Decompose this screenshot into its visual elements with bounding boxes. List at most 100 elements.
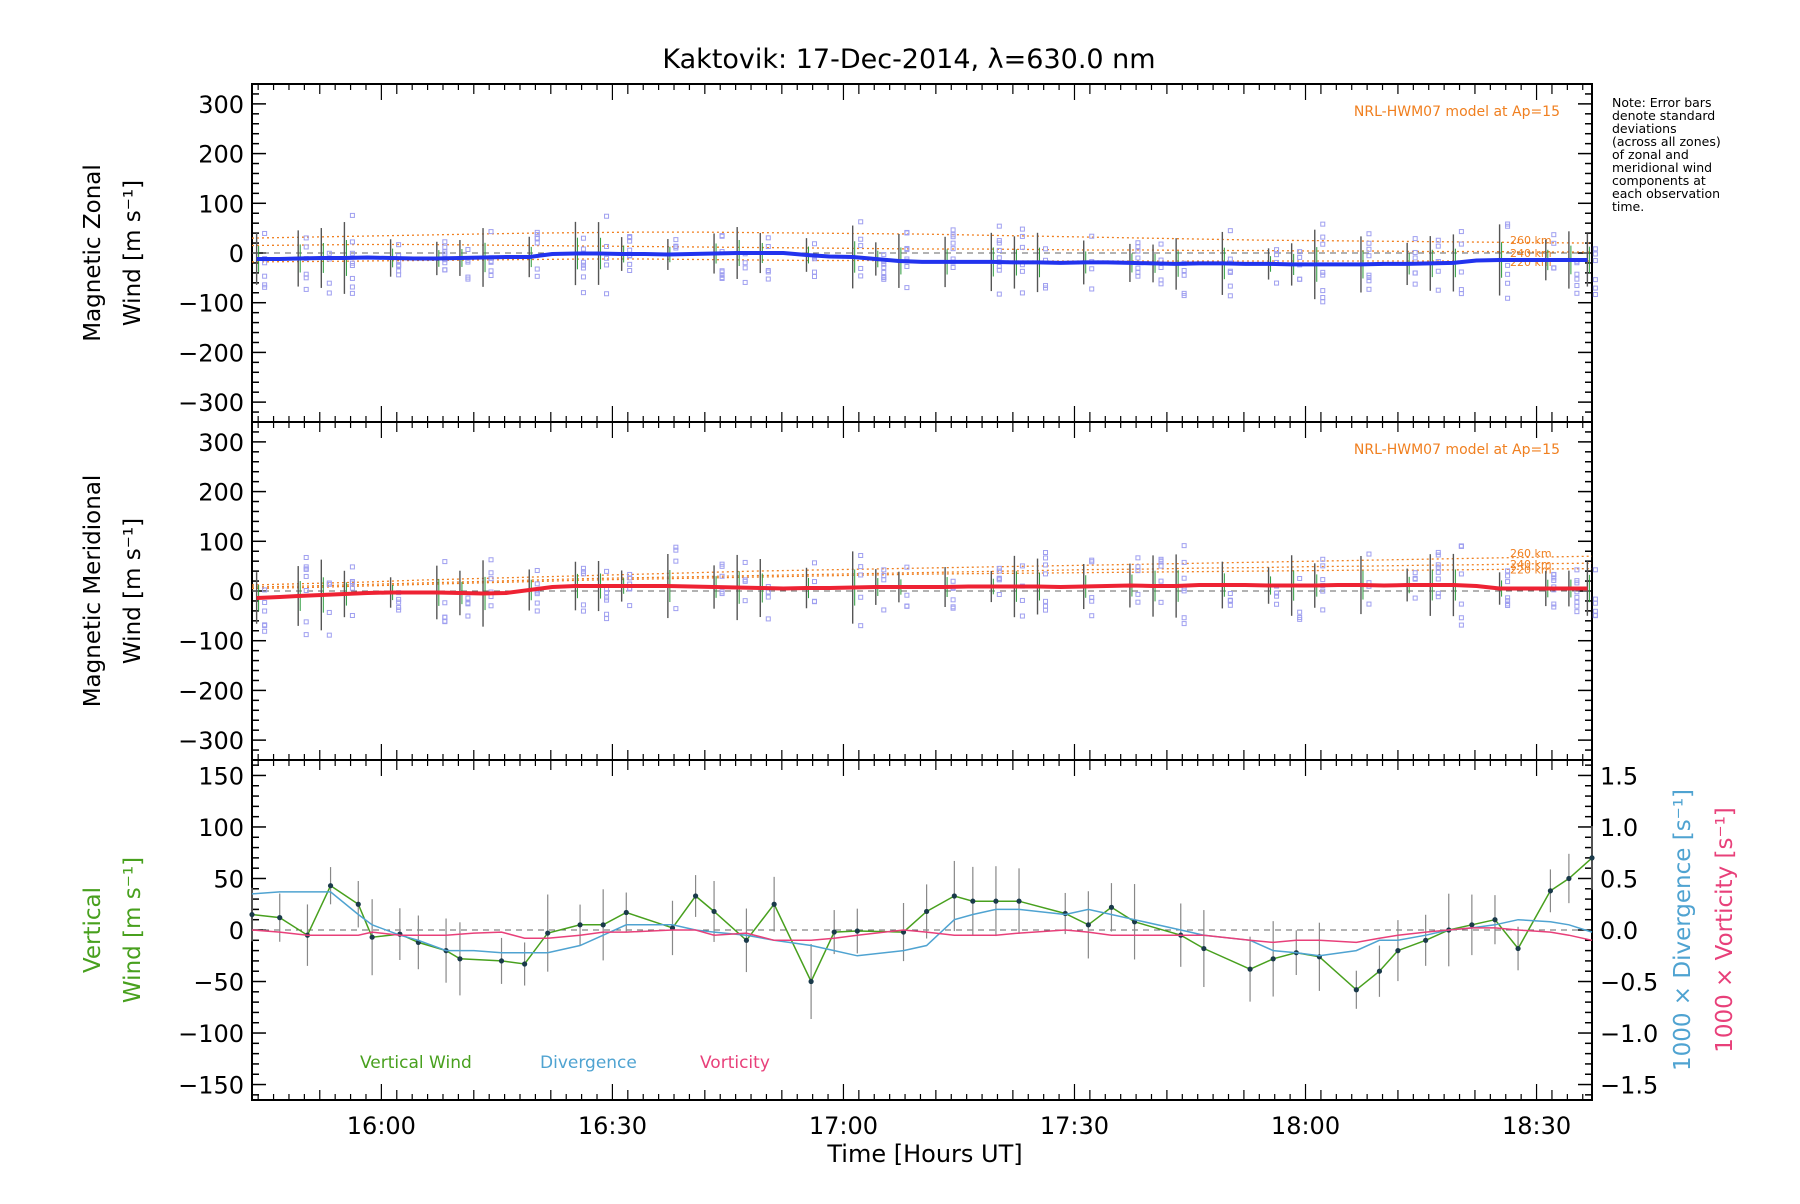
- zone-marker: [1297, 614, 1303, 620]
- zone-marker: [996, 247, 1002, 253]
- zone-marker: [765, 269, 771, 275]
- zone-marker: [1227, 591, 1233, 597]
- zone-marker: [996, 568, 1002, 574]
- zone-marker: [396, 599, 402, 605]
- zone-marker: [858, 552, 864, 558]
- zone-marker: [996, 291, 1002, 297]
- zone-marker: [904, 603, 910, 609]
- y-axis-label: Wind [m s⁻¹]: [120, 180, 146, 326]
- zone-marker: [1505, 280, 1511, 286]
- y-axis-label: Vertical: [80, 887, 106, 973]
- zone-marker: [996, 267, 1002, 273]
- zone-marker: [396, 272, 402, 278]
- zone-marker: [534, 240, 540, 246]
- zone-marker: [396, 242, 402, 248]
- y2-axis-label: 1000 × Vorticity [s⁻¹]: [1712, 807, 1738, 1053]
- zone-marker: [580, 235, 586, 241]
- zone-marker: [1505, 271, 1511, 277]
- zone-marker: [1592, 600, 1598, 606]
- zone-marker: [1366, 240, 1372, 246]
- zone-marker: [673, 237, 679, 243]
- zone-marker: [1366, 278, 1372, 284]
- zone-marker: [1592, 251, 1598, 257]
- y2-axis-label: 1000 × Divergence [s⁻¹]: [1670, 789, 1696, 1071]
- zonal-wind-line: [256, 251, 1588, 267]
- zone-marker: [1181, 588, 1187, 594]
- vertical-wind-point: [1085, 922, 1091, 928]
- zone-marker: [811, 269, 817, 275]
- zone-marker: [349, 250, 355, 256]
- zone-marker: [904, 285, 910, 291]
- zone-marker: [1435, 243, 1441, 249]
- zone-marker: [1297, 575, 1303, 581]
- vertical-wind-point: [1423, 937, 1429, 943]
- zone-marker: [1592, 292, 1598, 298]
- x-tick-label: 18:00: [1271, 1112, 1340, 1140]
- vertical-wind-point: [951, 893, 957, 899]
- zone-marker: [1019, 613, 1025, 619]
- x-tick-label: 17:30: [1040, 1112, 1109, 1140]
- zone-marker: [326, 609, 332, 615]
- note-line: (across all zones): [1612, 134, 1721, 149]
- zone-marker: [465, 259, 471, 265]
- zone-marker: [488, 268, 494, 274]
- zone-marker: [1043, 607, 1049, 613]
- zone-marker: [1089, 266, 1095, 272]
- zone-marker: [858, 219, 864, 225]
- zone-marker: [1551, 232, 1557, 238]
- zone-marker: [262, 623, 268, 629]
- zone-marker: [262, 587, 268, 593]
- zone-marker: [1158, 241, 1164, 247]
- zone-marker: [996, 255, 1002, 261]
- meridional-wind-line: [256, 583, 1588, 600]
- zone-marker: [742, 578, 748, 584]
- y-tick-label: −300: [178, 727, 244, 755]
- zone-marker: [442, 260, 448, 266]
- zone-marker: [349, 239, 355, 245]
- zone-marker: [1458, 601, 1464, 607]
- vertical-wind-point: [1376, 968, 1383, 974]
- zone-marker: [442, 600, 448, 606]
- zone-marker: [580, 608, 586, 614]
- y-tick-label: −200: [178, 339, 244, 367]
- zone-marker: [488, 603, 494, 609]
- zone-marker: [488, 570, 494, 576]
- zone-marker: [1043, 562, 1049, 568]
- zone-marker: [765, 267, 771, 273]
- zone-marker: [1435, 564, 1441, 570]
- zone-marker: [1435, 268, 1441, 274]
- zone-marker: [1135, 564, 1141, 570]
- zone-marker: [396, 596, 402, 602]
- zone-marker: [1458, 241, 1464, 247]
- zone-marker: [604, 568, 610, 574]
- zone-marker: [1505, 262, 1511, 268]
- y-axis-label: Wind [m s⁻¹]: [120, 857, 146, 1003]
- zone-marker: [1227, 283, 1233, 289]
- zone-marker: [1592, 567, 1598, 573]
- note-line: time.: [1612, 199, 1645, 214]
- x-tick-label: 17:00: [809, 1112, 878, 1140]
- chart-title: Kaktovik: 17-Dec-2014, λ=630.0 nm: [662, 44, 1155, 75]
- zone-marker: [1551, 575, 1557, 581]
- zone-marker: [442, 239, 448, 245]
- zone-marker: [442, 267, 448, 273]
- zone-marker: [1320, 294, 1326, 300]
- zone-marker: [488, 259, 494, 265]
- zone-marker: [580, 569, 586, 575]
- zone-marker: [1435, 237, 1441, 243]
- zone-marker: [1574, 283, 1580, 289]
- zone-marker: [534, 581, 540, 587]
- zone-marker: [262, 273, 268, 279]
- zone-marker: [442, 559, 448, 565]
- zone-marker: [1274, 601, 1280, 607]
- vertical-wind-point: [1016, 898, 1022, 904]
- zone-marker: [904, 564, 910, 570]
- vertical-wind-point: [1395, 948, 1401, 954]
- model-alt-label: 240 km: [1510, 247, 1552, 260]
- x-axis-label: Time [Hours UT]: [826, 1140, 1022, 1168]
- zone-marker: [1019, 244, 1025, 250]
- vertical-wind-point: [545, 930, 551, 936]
- vertical-wind-point: [993, 898, 999, 904]
- zone-marker: [1227, 256, 1233, 262]
- y-tick-label: 200: [198, 141, 244, 169]
